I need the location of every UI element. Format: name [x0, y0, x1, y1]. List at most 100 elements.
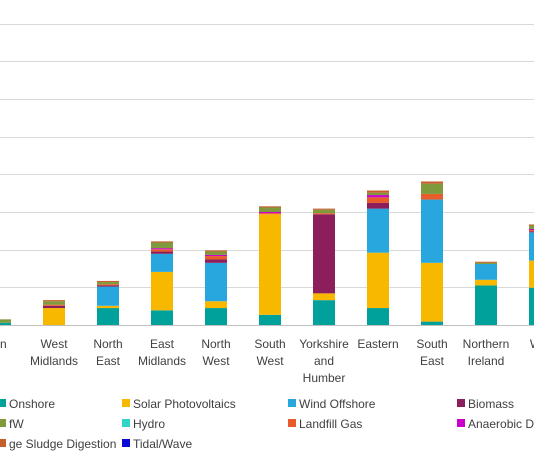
bar-segment — [529, 287, 534, 325]
legend-swatch — [288, 399, 296, 407]
bar-segment — [43, 304, 65, 306]
bar-segment — [259, 314, 281, 325]
bar-segment — [151, 242, 173, 249]
bar-segment — [367, 190, 389, 193]
legend-label: Landfill Gas — [299, 417, 362, 431]
gridlines — [0, 24, 534, 326]
bar-segment — [259, 212, 281, 214]
x-tick-label: East — [420, 354, 445, 368]
x-tick-label: Yorkshire — [299, 337, 349, 351]
legend-label: Anaerobic D — [468, 417, 534, 431]
bar-segment — [205, 301, 227, 309]
bar-segment — [421, 181, 443, 184]
legend-label: Onshore — [9, 397, 55, 411]
bar-segment — [205, 259, 227, 263]
bar-segment — [475, 263, 497, 280]
x-tick-label: on — [0, 337, 7, 351]
bar-segment — [529, 231, 534, 233]
bar-segment — [421, 321, 443, 325]
bar-segment — [0, 322, 11, 325]
bar-segment — [475, 261, 497, 263]
bar-segment — [97, 308, 119, 325]
legend-swatch — [122, 399, 130, 407]
bar-segment — [97, 305, 119, 309]
legend-swatch — [457, 419, 465, 427]
bar-segment — [421, 262, 443, 322]
bar-segment — [151, 310, 173, 325]
x-tick-label: South — [254, 337, 285, 351]
bar-segment — [367, 192, 389, 196]
x-tick-label: Wal — [530, 337, 534, 351]
bar-segment — [151, 241, 173, 243]
bar-segment — [367, 308, 389, 325]
bar-segment — [529, 228, 534, 231]
bar-segment — [43, 308, 65, 325]
legend-swatch — [457, 399, 465, 407]
bar-segment — [529, 225, 534, 229]
bar-segment — [367, 195, 389, 198]
bar-segment — [475, 279, 497, 286]
legend-label: Wind Offshore — [299, 397, 376, 411]
x-tick-label: West — [202, 354, 230, 368]
bar-segment — [259, 207, 281, 212]
legend-swatch — [0, 439, 6, 447]
bar-segment — [205, 262, 227, 302]
bar-segment — [151, 253, 173, 272]
legend-label: ge Sludge Digestion — [9, 437, 116, 451]
x-tick-label: Ireland — [468, 354, 505, 368]
bar-segment — [43, 301, 65, 305]
bar-segment — [97, 282, 119, 285]
bar-segment — [313, 300, 335, 325]
bar-segment — [205, 254, 227, 257]
bar-segment — [475, 285, 497, 325]
legend-swatch — [122, 419, 130, 427]
bar-segment — [205, 308, 227, 325]
legend-swatch — [0, 419, 6, 427]
bar-segment — [367, 197, 389, 203]
bar-segment — [259, 213, 281, 215]
bar-segment — [313, 208, 335, 210]
bar-segment — [367, 252, 389, 309]
bar-segment — [313, 293, 335, 301]
bar-segment — [367, 202, 389, 209]
x-tick-label: Midlands — [30, 354, 78, 368]
bar-segment — [151, 248, 173, 250]
x-tick-label: East — [150, 337, 175, 351]
legend-label: Biomass — [468, 397, 514, 411]
bar-segment — [259, 214, 281, 315]
bar-segment — [43, 305, 65, 309]
x-tick-label: South — [416, 337, 447, 351]
bar-segment — [367, 208, 389, 253]
bar-segment — [259, 206, 281, 208]
x-tick-label: West — [256, 354, 284, 368]
x-tick-label: Eastern — [357, 337, 398, 351]
x-tick-label: Northern — [463, 337, 510, 351]
bar-stacks — [0, 181, 534, 325]
x-axis-tick-labels: on West Midlands North East East Midlands North… — [0, 337, 534, 385]
bar-segment — [205, 256, 227, 260]
bar-segment — [529, 230, 534, 232]
bar-segment — [529, 232, 534, 261]
x-tick-label: North — [201, 337, 230, 351]
bar-segment — [529, 260, 534, 288]
legend-swatch — [122, 439, 130, 447]
bar-segment — [97, 280, 119, 283]
legend-label: fW — [9, 417, 24, 431]
legend-swatch — [288, 419, 296, 427]
x-tick-label: West — [40, 337, 68, 351]
x-tick-label: and — [314, 354, 334, 368]
bar-segment — [475, 262, 497, 264]
legend-label: Hydro — [133, 417, 165, 431]
legend-label: Tidal/Wave — [133, 437, 192, 451]
x-tick-label: East — [96, 354, 121, 368]
legend-swatch — [0, 399, 6, 407]
bar-segment — [205, 251, 227, 255]
bar-segment — [313, 213, 335, 215]
bar-segment — [205, 250, 227, 252]
bar-segment — [151, 271, 173, 311]
bar-segment — [151, 251, 173, 254]
x-tick-label: Midlands — [138, 354, 186, 368]
bar-segment — [313, 209, 335, 214]
x-tick-label: North — [93, 337, 122, 351]
